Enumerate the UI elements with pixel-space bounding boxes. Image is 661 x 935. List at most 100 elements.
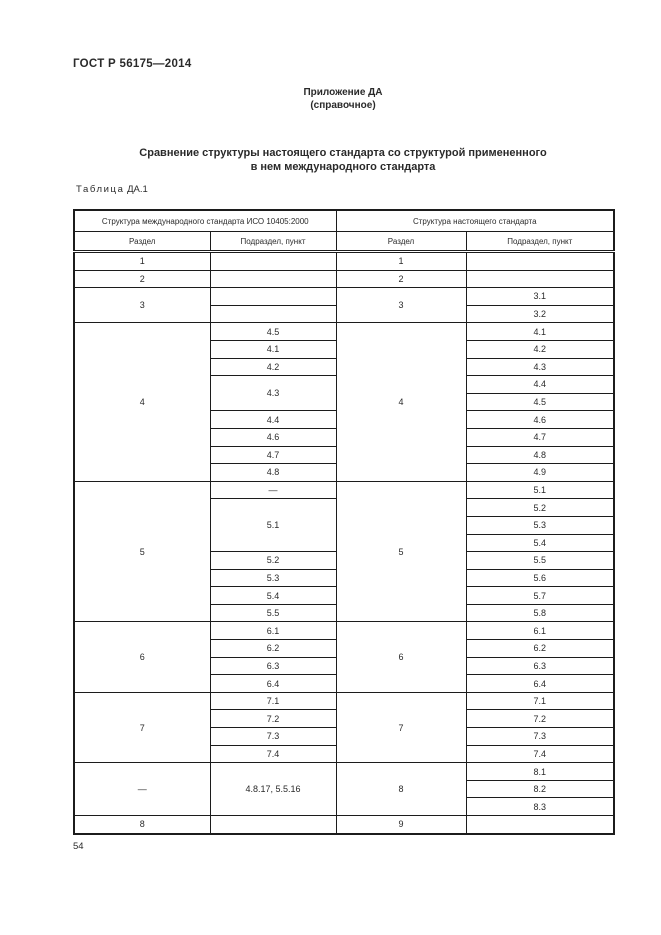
table-cell: 7.1 bbox=[209, 691, 337, 711]
table-cell: 7.4 bbox=[465, 744, 615, 764]
table-cell: 4.2 bbox=[465, 339, 615, 359]
table-body: 1 1 2 2 3 3 3.1 3.2 4 4.5 4 4.1 4.1 4.2 4.2 4.3 4.3 4.4 4.… bbox=[73, 251, 615, 835]
table-cell: 6.3 bbox=[465, 656, 615, 676]
table-cell: 7.1 bbox=[465, 691, 615, 711]
table-cell: 5.3 bbox=[209, 568, 337, 588]
table-cell: 5.2 bbox=[209, 551, 337, 570]
table-cell: 4.5 bbox=[209, 322, 337, 341]
column-header-razdel-right: Раздел bbox=[335, 231, 467, 253]
table-row: 7 7.1 7 7.1 bbox=[73, 691, 615, 764]
table-cell: 4.2 bbox=[209, 357, 337, 377]
table-cell: 6.3 bbox=[209, 656, 337, 676]
annex-note: (справочное) bbox=[310, 100, 376, 111]
table-cell: 6.2 bbox=[209, 639, 337, 658]
table-row: 5.5 5.8 bbox=[74, 603, 615, 623]
table-cell bbox=[465, 814, 615, 835]
table-row: —4.8.17, 5.5.16 8 8.1 bbox=[73, 762, 615, 816]
page-title: Сравнение структуры настоящего стандарта… bbox=[73, 146, 613, 174]
table-cell: 1 bbox=[335, 251, 467, 271]
page-number: 54 bbox=[73, 841, 84, 852]
annex-heading: Приложение ДА (справочное) bbox=[73, 86, 613, 112]
table-cell: 4.4 bbox=[209, 410, 337, 429]
table-cell: 4.8 bbox=[209, 463, 337, 482]
table-row: 5.3 5.6 bbox=[74, 568, 615, 588]
table-cell: 4.1 bbox=[465, 322, 615, 341]
table-cell: 4.4 bbox=[465, 375, 615, 394]
comparison-table: Структура международного стандарта ИСО 1… bbox=[73, 209, 616, 835]
table-cell bbox=[465, 269, 615, 289]
table-cell: 5.4 bbox=[209, 586, 337, 605]
table-cell: 4.3 bbox=[465, 357, 615, 377]
table-caption: Таблица ДА.1 bbox=[76, 184, 148, 195]
table-cell bbox=[209, 287, 337, 306]
table-row: 3 3 3.1 bbox=[73, 287, 615, 324]
table-row: 6.3 6.3 bbox=[74, 656, 615, 676]
table-cell: 1 bbox=[73, 251, 211, 271]
table-cell: 2 bbox=[73, 269, 211, 289]
table-cell bbox=[209, 269, 337, 289]
table-cell: 7.4 bbox=[209, 744, 337, 764]
table-cell: 5.5 bbox=[209, 603, 337, 623]
annex-label: Приложение ДА bbox=[303, 87, 383, 98]
table-row: 6.4 6.4 bbox=[74, 674, 615, 693]
table-cell: 4.9 bbox=[465, 463, 615, 482]
table-cell: 6.4 bbox=[209, 674, 337, 693]
group-header-international: Структура международного стандарта ИСО 1… bbox=[73, 209, 337, 232]
table-cell: 9 bbox=[335, 814, 467, 835]
column-header-podrazdel-left: Подраздел, пункт bbox=[209, 231, 337, 253]
table-cell bbox=[209, 251, 337, 271]
table-cell: 6.1 bbox=[465, 621, 615, 641]
group-header-national: Структура настоящего стандарта bbox=[335, 209, 615, 232]
table-cell: 5.7 bbox=[465, 586, 615, 605]
table-cell: 4.6 bbox=[209, 427, 337, 447]
table-row: 4.7 4.8 bbox=[74, 445, 615, 465]
table-cell bbox=[209, 814, 337, 835]
table-cell: 3.2 bbox=[465, 304, 615, 324]
table-cell: 7 bbox=[73, 691, 211, 764]
table-cell: 5.1 bbox=[209, 498, 337, 553]
table-cell: 8.2 bbox=[465, 779, 615, 799]
table-group-header-row: Структура международного стандарта ИСО 1… bbox=[73, 209, 615, 232]
table-cell: 4.1 bbox=[209, 339, 337, 359]
table-cell: 3 bbox=[73, 287, 211, 324]
table-row: 5—5 5.1 bbox=[73, 480, 615, 623]
table-cell: 8 bbox=[73, 814, 211, 835]
table-row: 5.1 5.2 bbox=[74, 498, 615, 553]
table-cell: 7.2 bbox=[209, 709, 337, 729]
column-header-razdel-left: Раздел bbox=[73, 231, 211, 253]
table-row: 4.2 4.3 bbox=[74, 357, 615, 377]
table-caption-word: Таблица bbox=[76, 184, 125, 195]
table-row: 4.8 4.9 bbox=[74, 463, 615, 482]
table-cell: 8.1 bbox=[465, 762, 615, 781]
table-row: 4 4.5 4 4.1 bbox=[73, 322, 615, 482]
page-title-line1: Сравнение структуры настоящего стандарта… bbox=[139, 147, 547, 159]
standard-number: ГОСТ Р 56175—2014 bbox=[73, 58, 192, 70]
table-row: 4.4 4.6 bbox=[74, 410, 615, 429]
table-cell: 6.1 bbox=[209, 621, 337, 641]
table-cell: 6 bbox=[335, 621, 467, 693]
table-cell: 7 bbox=[335, 691, 467, 764]
table-cell: 8.3 bbox=[465, 797, 615, 816]
column-header-podrazdel-right: Подраздел, пункт bbox=[465, 231, 615, 253]
table-cell: — bbox=[209, 480, 337, 500]
table-row: 4.3 4.4 bbox=[74, 375, 615, 412]
table-header: Структура международного стандарта ИСО 1… bbox=[73, 209, 615, 253]
table-cell: 5.1 bbox=[465, 480, 615, 500]
table-row: 6 6.1 6 6.1 bbox=[73, 621, 615, 693]
table-row: 7.3 7.3 bbox=[74, 727, 615, 746]
table-cell: 2 bbox=[335, 269, 467, 289]
table-cell: 5.3 bbox=[465, 515, 615, 535]
table-cell: 6.2 bbox=[465, 639, 615, 658]
table-cell: 4.6 bbox=[465, 410, 615, 429]
table-cell: 5 bbox=[73, 480, 211, 623]
table-cell: 3.1 bbox=[465, 287, 615, 306]
table-cell: 5.8 bbox=[465, 603, 615, 623]
table-cell: 8 bbox=[335, 762, 467, 816]
table-row: 5.2 5.5 bbox=[74, 551, 615, 570]
table-cell: 5.4 bbox=[465, 533, 615, 553]
table-cell: 7.3 bbox=[465, 727, 615, 746]
